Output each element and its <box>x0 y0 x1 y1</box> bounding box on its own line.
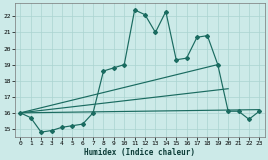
X-axis label: Humidex (Indice chaleur): Humidex (Indice chaleur) <box>84 148 195 156</box>
